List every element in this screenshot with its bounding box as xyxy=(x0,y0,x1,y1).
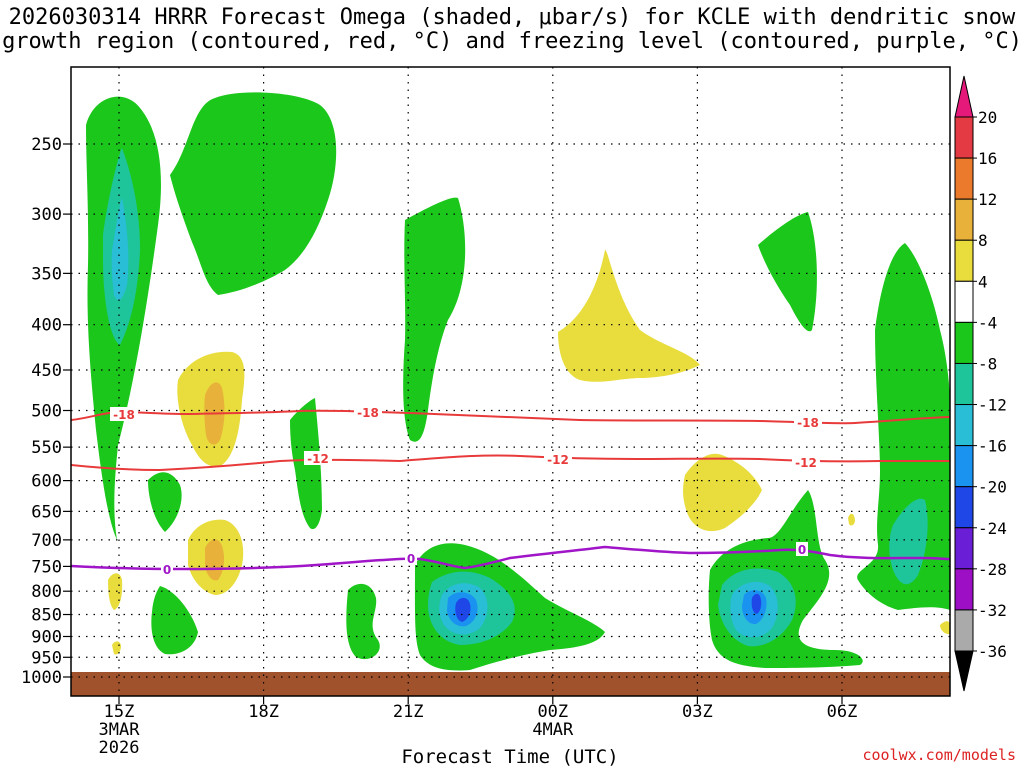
x-tick-label-24-0: 00Z xyxy=(537,702,568,722)
x-tick-label-15-2: 2026 xyxy=(99,738,140,758)
colorbar-top-arrow xyxy=(954,75,974,118)
shaded-omega: -18 -18 -12 -12 -18 -12 0 0 0 xyxy=(71,67,950,696)
title-line-1: 2026030314 HRRR Forecast Omega (shaded, … xyxy=(8,5,1016,30)
svg-text:-12: -12 xyxy=(795,456,817,470)
y-tick-label-550: 550 xyxy=(31,438,62,458)
svg-text:0: 0 xyxy=(798,543,806,557)
dgz-label-3: -12 xyxy=(544,452,572,467)
y-tick-label-300: 300 xyxy=(31,205,62,225)
x-tick-label-18-0: 18Z xyxy=(248,702,279,722)
colorbar-swatch-3 xyxy=(954,239,974,282)
y-tick-label-800: 800 xyxy=(31,582,62,602)
svg-text:-18: -18 xyxy=(797,416,819,430)
y-tick-label-750: 750 xyxy=(31,557,62,577)
colorbar-swatch-1 xyxy=(954,157,974,200)
orange-regions xyxy=(204,382,225,581)
y-tick-label-650: 650 xyxy=(31,502,62,522)
colorbar-label-0: 20 xyxy=(978,108,997,127)
dgz-contour-12 xyxy=(71,454,950,472)
colorbar-swatch-7 xyxy=(954,404,974,447)
y-tick-label-400: 400 xyxy=(31,316,62,336)
y-tick-label-600: 600 xyxy=(31,472,62,492)
colorbar-swatch-2 xyxy=(954,198,974,241)
freezing-label-2: 0 xyxy=(796,542,808,557)
credit-text: coolwx.com/models xyxy=(862,746,1016,764)
svg-text:-12: -12 xyxy=(547,453,569,467)
freezing-contour xyxy=(71,545,950,571)
colorbar-swatch-8 xyxy=(954,445,974,488)
x-tick-label-21-0: 21Z xyxy=(393,702,424,722)
freezing-label-1: 0 xyxy=(405,551,417,566)
y-tick-label-950: 950 xyxy=(31,648,62,668)
colorbar-label-5: -4 xyxy=(978,313,997,332)
colorbar-label-10: -24 xyxy=(978,519,1007,538)
svg-text:-12: -12 xyxy=(307,452,329,466)
colorbar-label-8: -16 xyxy=(978,437,1007,456)
title-line-2: growth region (contoured, red, °C) and f… xyxy=(2,29,1022,54)
colorbar-label-6: -8 xyxy=(978,354,997,373)
colorbar-label-4: 4 xyxy=(978,272,988,291)
dark-blue-regions xyxy=(455,593,762,622)
dgz-label-1: -18 xyxy=(354,405,382,420)
colorbar: 20 16 12 8 4 -4 -8 -12 -16 -20 -24 -28 -32 -36 xyxy=(954,75,1007,692)
freezing-line xyxy=(71,545,950,571)
y-tick-label-450: 450 xyxy=(31,361,62,381)
colorbar-swatch-12 xyxy=(954,609,974,652)
colorbar-label-7: -12 xyxy=(978,396,1007,415)
colorbar-label-3: 8 xyxy=(978,231,988,250)
colorbar-swatch-9 xyxy=(954,486,974,529)
y-tick-label-850: 850 xyxy=(31,606,62,626)
plot-frame xyxy=(70,66,951,697)
colorbar-swatch-4 xyxy=(954,280,974,323)
dgz-label-0: -18 xyxy=(110,407,138,422)
y-tick-label-350: 350 xyxy=(31,264,62,284)
svg-text:0: 0 xyxy=(163,563,171,577)
colorbar-label-1: 16 xyxy=(978,149,997,168)
x-axis-label: Forecast Time (UTC) xyxy=(401,746,619,768)
contour-labels: -18 -18 -12 -12 -18 -12 0 0 0 xyxy=(110,405,822,577)
svg-text:0: 0 xyxy=(407,552,415,566)
y-tick-label-1000: 1000 xyxy=(21,668,62,688)
svg-text:-18: -18 xyxy=(113,408,135,422)
colorbar-swatch-0 xyxy=(954,116,974,159)
colorbar-label-2: 12 xyxy=(978,190,997,209)
y-tick-label-700: 700 xyxy=(31,531,62,551)
colorbar-swatch-6 xyxy=(954,362,974,406)
dgz-label-2: -12 xyxy=(304,451,332,466)
y-tick-label-250: 250 xyxy=(31,135,62,155)
colorbar-bottom-arrow xyxy=(954,650,974,692)
colorbar-swatch-10 xyxy=(954,527,974,570)
chart-title: 2026030314 HRRR Forecast Omega (shaded, … xyxy=(0,6,1024,54)
dgz-label-4: -18 xyxy=(794,415,822,430)
colorbar-swatch-5 xyxy=(954,321,974,364)
colorbar-swatch-11 xyxy=(954,568,974,611)
x-tick-label-24-1: 4MAR xyxy=(532,720,574,740)
colorbar-label-9: -20 xyxy=(978,478,1007,497)
colorbar-label-11: -28 xyxy=(978,560,1007,579)
ground-fill xyxy=(71,672,950,696)
y-tick-label-900: 900 xyxy=(31,627,62,647)
svg-text:-18: -18 xyxy=(357,406,379,420)
dgz-label-5: -12 xyxy=(792,455,820,470)
x-tick-label-27-0: 03Z xyxy=(682,702,713,722)
y-tick-label-500: 500 xyxy=(31,402,62,422)
colorbar-label-13: -36 xyxy=(978,642,1007,661)
x-tick-label-15-0: 15Z xyxy=(104,702,135,722)
x-tick-label-30-0: 06Z xyxy=(827,702,858,722)
y-axis: 2503003504004505005506006507007508008509… xyxy=(21,135,71,688)
colorbar-label-12: -32 xyxy=(978,601,1007,620)
x-tick-label-15-1: 3MAR xyxy=(99,720,141,740)
freezing-label-0: 0 xyxy=(161,562,173,577)
